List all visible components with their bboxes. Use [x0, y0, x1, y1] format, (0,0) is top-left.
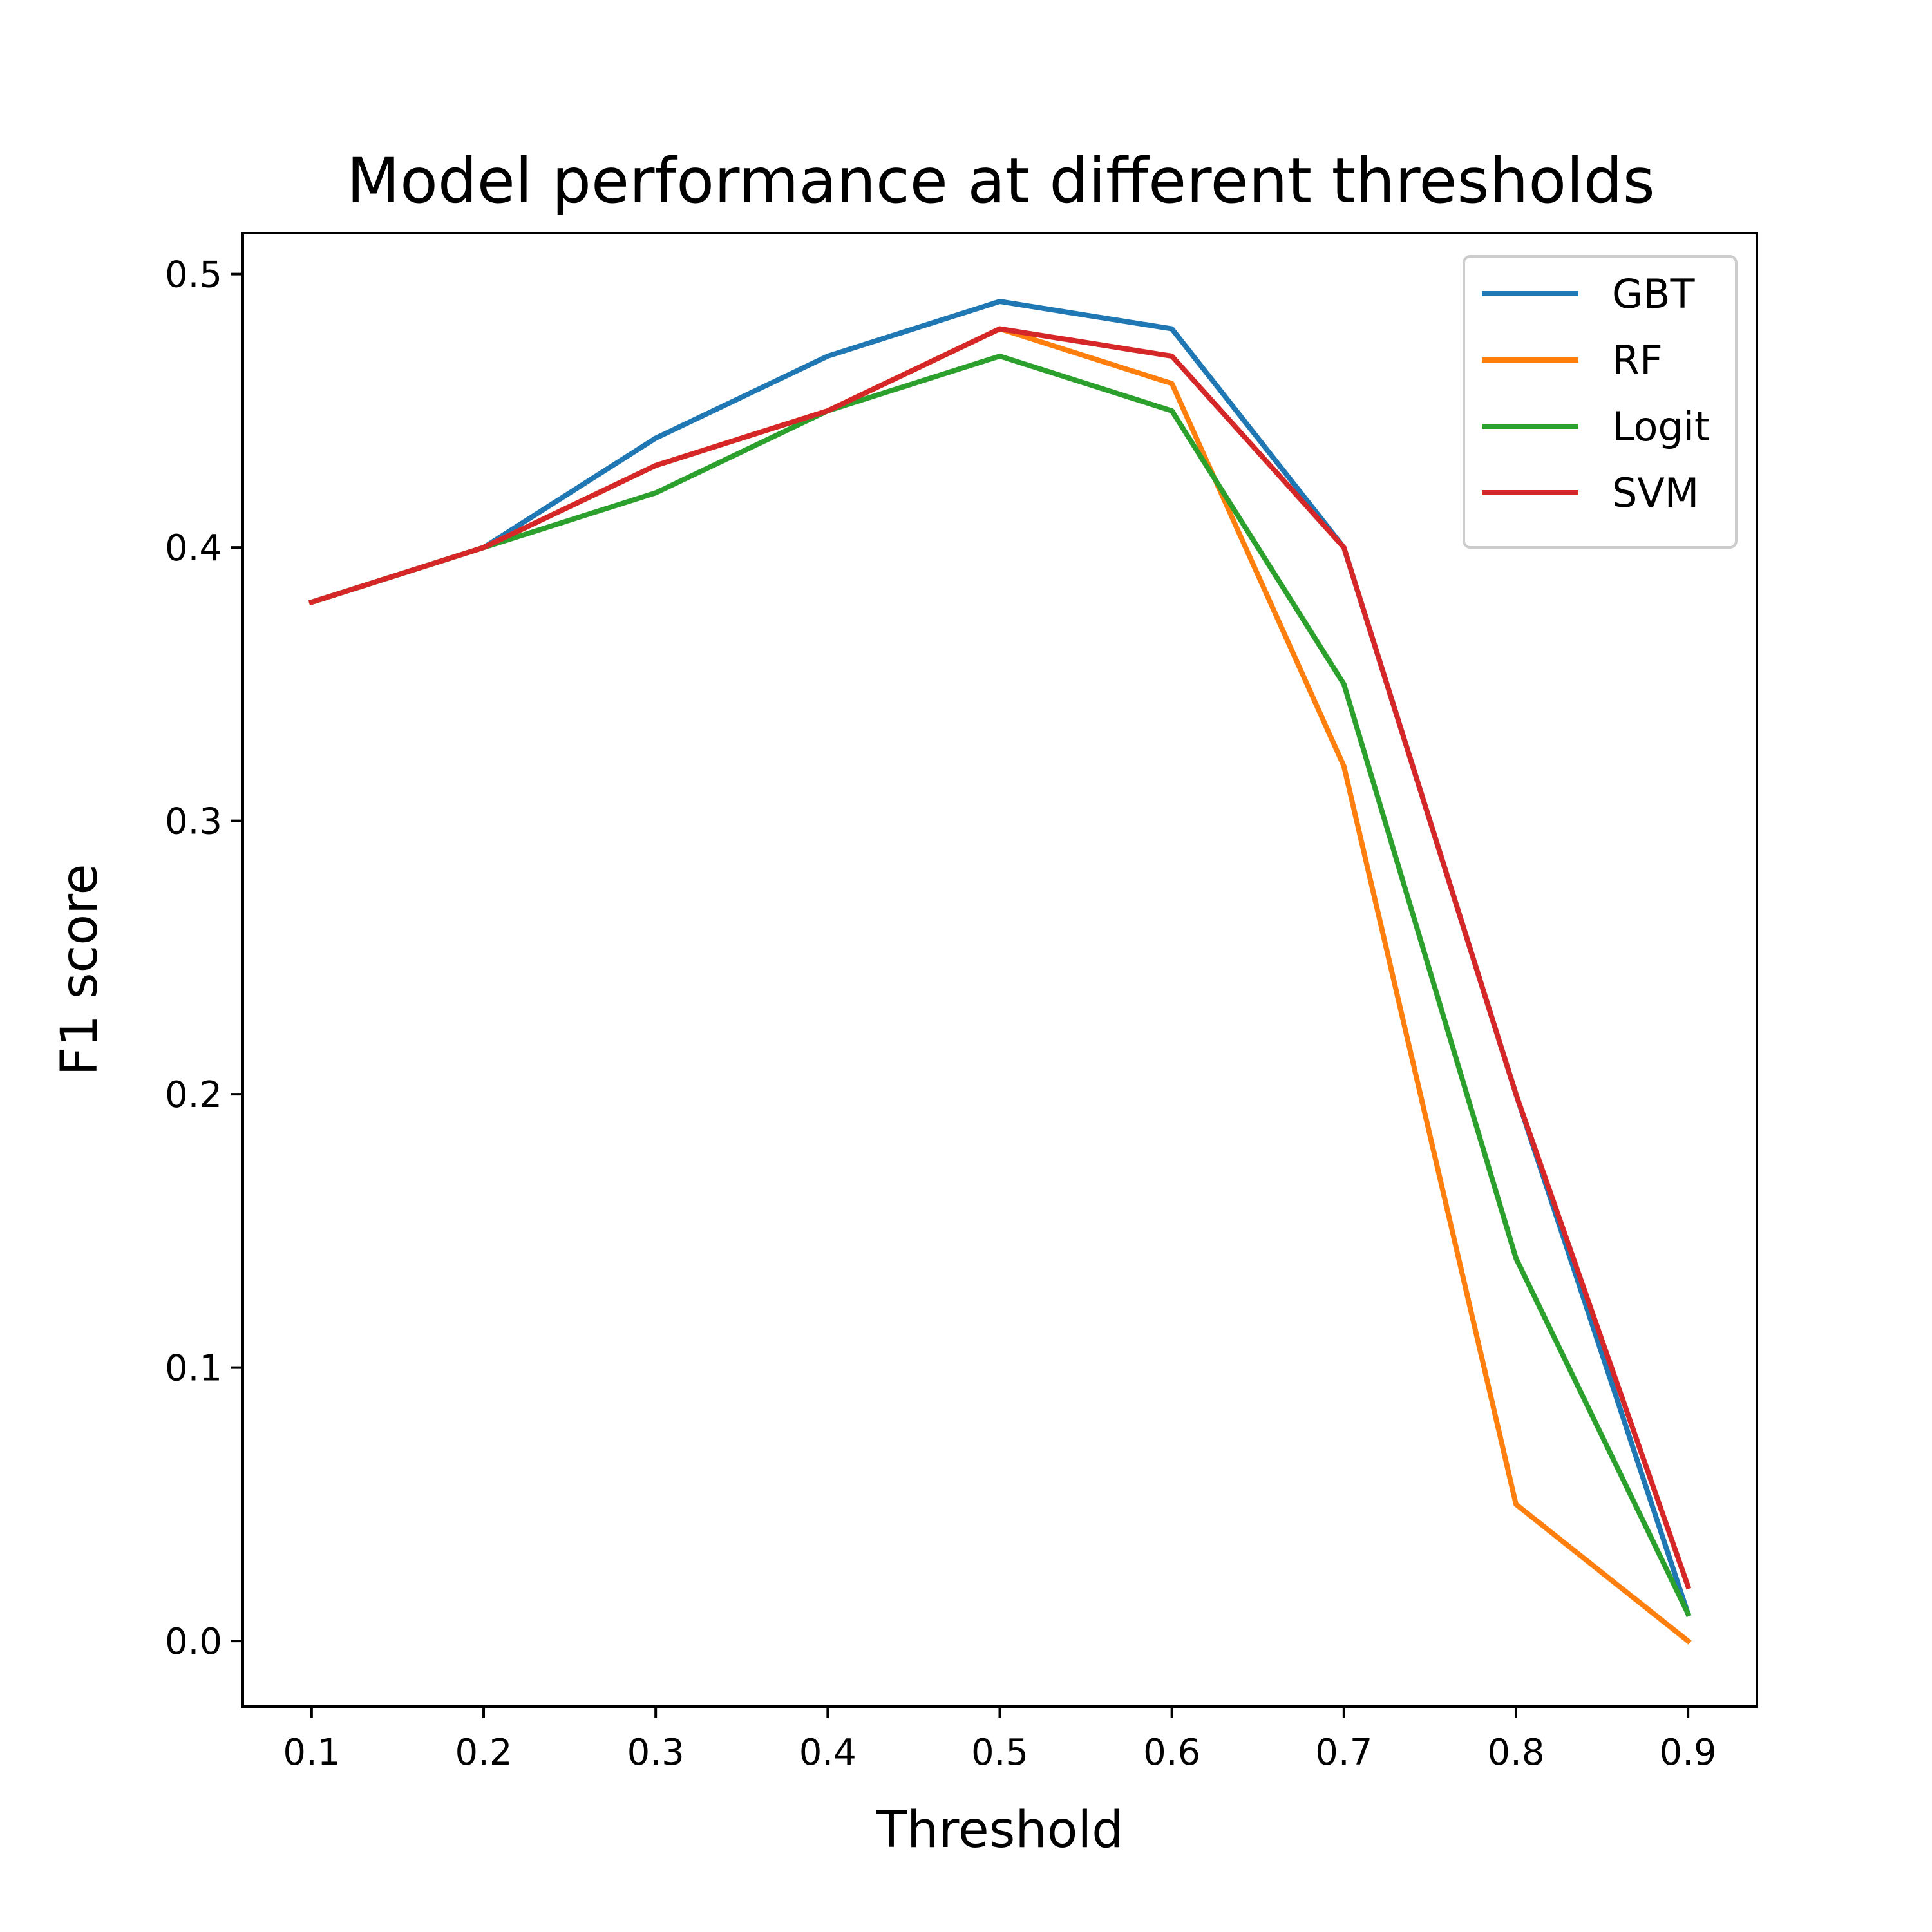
y-tick-label: 0.1	[165, 1348, 222, 1390]
x-tick-label: 0.2	[455, 1732, 512, 1774]
x-axis: 0.1 0.2 0.3 0.4 0.5 0.6 0.7 0.8 0.9	[283, 1707, 1717, 1774]
y-axis-label: F1 score	[51, 864, 109, 1076]
y-tick-label: 0.3	[165, 801, 222, 843]
legend: GBT RF Logit SVM	[1463, 255, 1738, 549]
legend-label-logit: Logit	[1612, 403, 1710, 450]
legend-label-rf: RF	[1612, 337, 1663, 384]
x-tick-label: 0.8	[1487, 1732, 1544, 1774]
x-axis-label: Threshold	[875, 1801, 1123, 1859]
x-tick-label: 0.9	[1660, 1732, 1717, 1774]
series-line-svm	[308, 326, 1692, 1590]
y-tick-label: 0.2	[165, 1074, 222, 1116]
series-line-logit	[308, 354, 1692, 1618]
x-tick-label: 0.5	[971, 1732, 1028, 1774]
chart-title: Model performance at different threshold…	[346, 145, 1654, 217]
x-tick-label: 0.6	[1143, 1732, 1200, 1774]
y-tick-label: 0.0	[165, 1621, 222, 1663]
y-tick-label: 0.4	[165, 527, 222, 569]
x-tick-label: 0.3	[627, 1732, 685, 1774]
legend-label-gbt: GBT	[1612, 270, 1696, 317]
x-tick-label: 0.4	[799, 1732, 857, 1774]
plot-area	[308, 299, 1692, 1645]
x-tick-label: 0.7	[1315, 1732, 1372, 1774]
x-tick-label: 0.1	[283, 1732, 340, 1774]
y-tick-label: 0.5	[165, 254, 222, 296]
legend-label-svm: SVM	[1612, 469, 1699, 516]
y-axis: 0.0 0.1 0.2 0.3 0.4 0.5	[165, 254, 243, 1663]
legend-box	[1463, 255, 1738, 549]
